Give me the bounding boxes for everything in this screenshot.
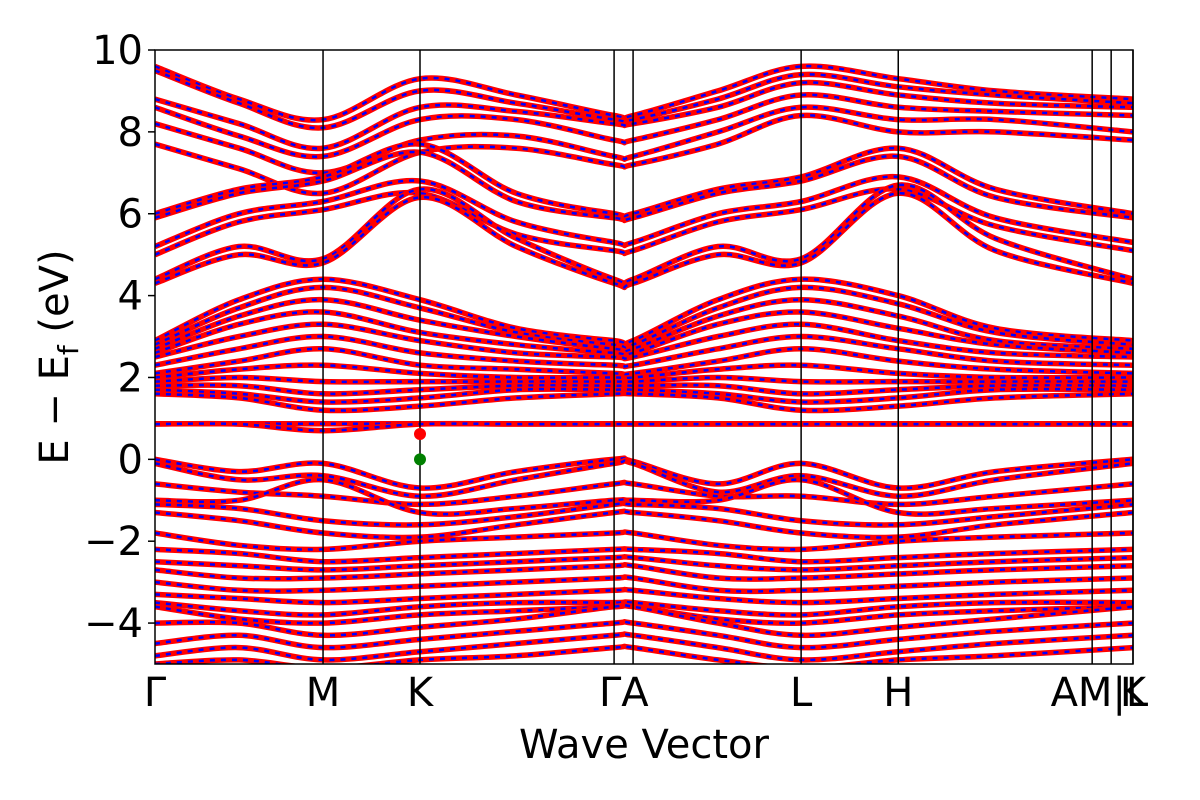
band-line-up-40 xyxy=(155,602,1133,639)
band-line-down-3 xyxy=(155,93,1133,158)
band-line-down-20 xyxy=(155,376,1133,384)
kpoint-label-7: K xyxy=(1120,670,1148,716)
y-tick-label-4: 4 xyxy=(118,274,143,320)
y-ticks: −4 −2 0 2 4 6 8 10 xyxy=(84,28,155,647)
vbm-marker xyxy=(414,453,427,466)
y-axis-label-main: E − E xyxy=(32,355,78,465)
band-line-down-27 xyxy=(155,459,1133,498)
y-axis-label-sub: f xyxy=(52,344,85,355)
band-line-down-6 xyxy=(155,142,1133,218)
band-line-down-33 xyxy=(155,547,1133,564)
band-line-down-38 xyxy=(155,600,1133,617)
band-line-down-22 xyxy=(155,387,1133,404)
band-line-down-13 xyxy=(155,286,1133,350)
band-line-down-29 xyxy=(155,478,1133,516)
band-line-down-36 xyxy=(155,575,1133,593)
band-line-down-39 xyxy=(155,604,1133,625)
band-line-up-8 xyxy=(155,173,1133,250)
kpoint-labels: Γ M K ΓA L H AM|LK xyxy=(144,670,1149,716)
band-line-up-0 xyxy=(155,63,1133,123)
kpoint-label-4: L xyxy=(790,670,813,716)
cbm-marker xyxy=(414,427,427,440)
kpoint-label-1: M xyxy=(306,670,341,716)
band-line-down-30 xyxy=(155,502,1133,527)
kpoint-label-5: H xyxy=(883,670,913,716)
plot-frame xyxy=(154,49,1134,665)
band-line-down-21 xyxy=(155,383,1133,396)
band-line-down-23 xyxy=(155,392,1133,412)
band-line-up-1 xyxy=(155,67,1133,131)
y-axis-label: E − Ef (eV) xyxy=(32,249,85,464)
y-tick-label-1: −2 xyxy=(84,519,143,565)
kpoint-label-0: Γ xyxy=(144,670,167,716)
y-tick-label-6: 8 xyxy=(118,110,143,156)
y-tick-label-3: 2 xyxy=(118,355,143,401)
band-line-down-4 xyxy=(155,105,1133,175)
band-line-up-9 xyxy=(155,186,1133,258)
band-line-down-37 xyxy=(155,588,1133,604)
band-line-down-11 xyxy=(155,192,1133,289)
kpoint-label-2: K xyxy=(407,670,435,716)
y-tick-label-2: 0 xyxy=(118,437,143,483)
extrema-markers xyxy=(414,427,427,466)
band-line-down-7 xyxy=(155,150,1133,222)
band-line-down-5 xyxy=(155,114,1133,195)
y-tick-label-0: −4 xyxy=(84,601,143,647)
band-line-up-41 xyxy=(155,619,1133,651)
band-line-down-2 xyxy=(155,81,1133,150)
bands-layer xyxy=(155,63,1133,664)
kpoint-label-3: ΓA xyxy=(599,670,649,716)
band-line-down-10 xyxy=(155,183,1133,286)
band-line-down-18 xyxy=(155,347,1133,376)
y-tick-label-5: 6 xyxy=(118,192,143,238)
band-line-up-31 xyxy=(155,508,1133,541)
band-line-down-16 xyxy=(155,323,1133,360)
kpoint-label-6: AM|L xyxy=(1051,670,1149,716)
band-line-down-25 xyxy=(155,422,1133,432)
x-axis-label: Wave Vector xyxy=(519,722,770,768)
band-line-down-34 xyxy=(155,555,1133,572)
y-tick-label-7: 10 xyxy=(92,28,143,74)
band-line-up-12 xyxy=(155,276,1133,347)
y-axis-label-unit: (eV) xyxy=(32,249,78,345)
kpoint-lines xyxy=(322,50,1134,664)
band-line-down-32 xyxy=(155,530,1133,551)
band-line-down-35 xyxy=(155,563,1133,581)
band-line-up-42 xyxy=(155,631,1133,663)
band-line-up-32 xyxy=(155,529,1133,553)
band-line-up-14 xyxy=(155,296,1133,355)
band-line-down-19 xyxy=(155,363,1133,380)
band-line-down-17 xyxy=(155,335,1133,368)
band-line-down-15 xyxy=(155,310,1133,357)
band-line-down-28 xyxy=(155,481,1133,506)
band-line-down-43 xyxy=(155,645,1133,664)
